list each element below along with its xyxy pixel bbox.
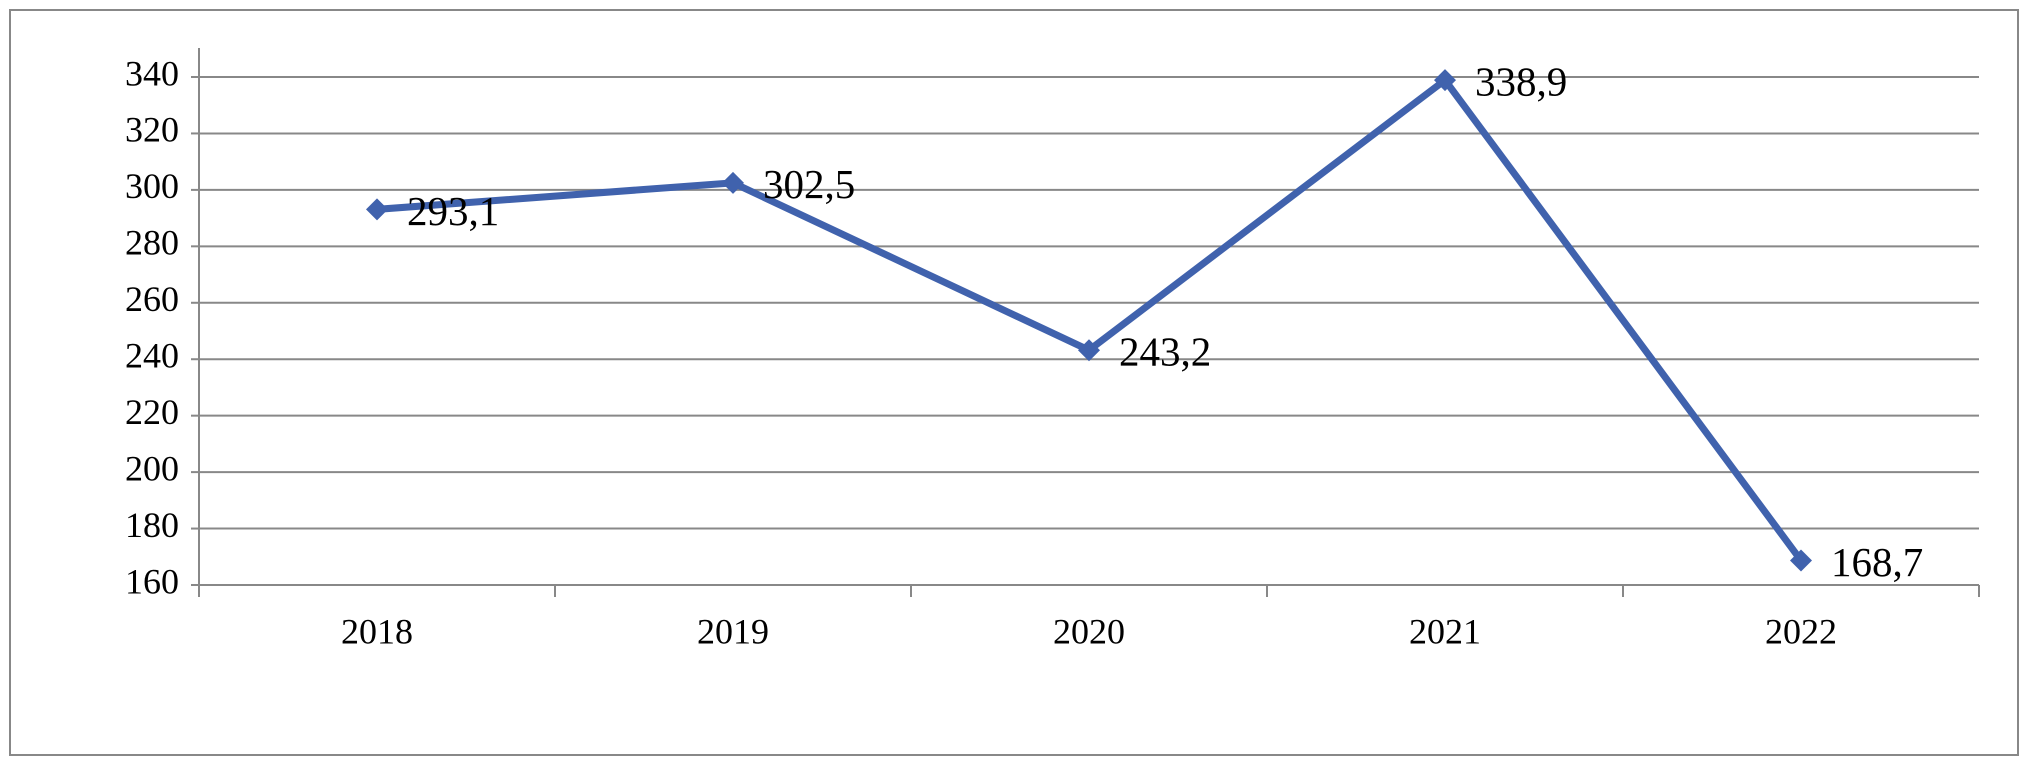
y-tick-label: 300 bbox=[125, 166, 179, 206]
y-tick-label: 160 bbox=[125, 561, 179, 601]
data-label: 302,5 bbox=[763, 161, 855, 207]
marker bbox=[722, 171, 744, 194]
y-tick-label: 260 bbox=[125, 279, 179, 319]
chart-border bbox=[9, 9, 2019, 756]
y-tick-label: 320 bbox=[125, 110, 179, 150]
x-tick-label: 2020 bbox=[1053, 611, 1125, 651]
marker bbox=[366, 198, 388, 221]
data-label: 293,1 bbox=[407, 188, 499, 234]
y-tick-label: 200 bbox=[125, 448, 179, 488]
y-tick-label: 240 bbox=[125, 335, 179, 375]
x-tick-label: 2018 bbox=[341, 611, 413, 651]
y-tick-label: 180 bbox=[125, 505, 179, 545]
data-label: 243,2 bbox=[1119, 329, 1211, 375]
marker bbox=[1434, 69, 1456, 92]
x-tick-label: 2019 bbox=[697, 611, 769, 651]
x-tick-label: 2021 bbox=[1409, 611, 1481, 651]
marker bbox=[1790, 549, 1812, 572]
y-tick-label: 220 bbox=[125, 392, 179, 432]
marker bbox=[1078, 339, 1100, 362]
x-tick-label: 2022 bbox=[1765, 611, 1837, 651]
data-label: 338,9 bbox=[1475, 59, 1567, 105]
y-tick-label: 340 bbox=[125, 53, 179, 93]
data-label: 168,7 bbox=[1831, 539, 1923, 585]
y-tick-label: 280 bbox=[125, 223, 179, 263]
